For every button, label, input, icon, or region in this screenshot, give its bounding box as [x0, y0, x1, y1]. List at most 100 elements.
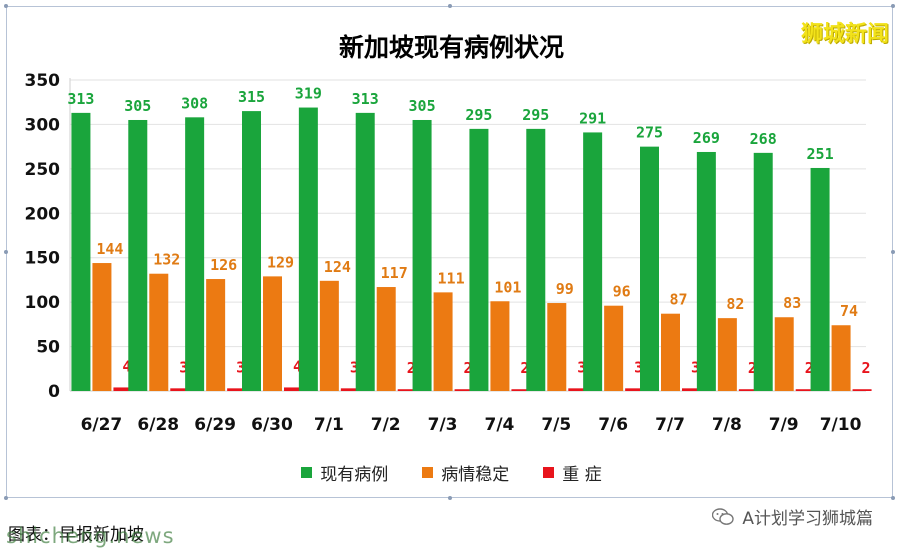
data-label: 295: [522, 106, 549, 124]
bar: [454, 389, 474, 391]
bar: [810, 167, 830, 391]
chart-title: 新加坡现有病例状况: [338, 33, 564, 62]
bar: [717, 318, 737, 391]
chart-legend: 现有病例 病情稳定 重 症: [0, 460, 903, 485]
data-label: 82: [726, 295, 744, 313]
data-label: 275: [636, 124, 663, 142]
data-label: 2: [862, 359, 871, 377]
data-label: 315: [238, 88, 265, 106]
brand-logo: 狮城新闻: [800, 22, 889, 47]
frame-handle[interactable]: [448, 4, 452, 8]
bar: [774, 317, 794, 391]
bar: [284, 387, 303, 391]
data-label: 313: [67, 90, 94, 108]
bar: [625, 388, 645, 391]
bar: [263, 276, 282, 391]
y-tick-label: 250: [25, 160, 61, 180]
bar: [526, 128, 546, 391]
bar: [412, 119, 432, 391]
frame-handle[interactable]: [891, 496, 895, 500]
data-label: 3: [179, 358, 188, 376]
bar: [661, 313, 680, 391]
data-label: 313: [352, 90, 379, 108]
bar: [128, 119, 148, 391]
bar: [170, 388, 190, 391]
data-label: 291: [579, 109, 606, 127]
account-watermark: A计划学习狮城篇: [712, 504, 873, 529]
data-label: 87: [669, 291, 687, 309]
data-label: 117: [381, 264, 408, 282]
y-tick-label: 0: [48, 382, 60, 402]
data-label: 132: [153, 251, 180, 269]
data-label: 305: [124, 97, 151, 115]
frame-handle[interactable]: [4, 496, 8, 500]
y-tick-label: 350: [25, 71, 61, 91]
data-label: 111: [438, 269, 465, 287]
bar: [852, 389, 872, 391]
legend-item-critical: 重 症: [543, 460, 602, 485]
chart-frame: [6, 6, 893, 498]
x-tick-label: 7/5: [541, 415, 571, 435]
data-label: 96: [613, 283, 631, 301]
frame-handle[interactable]: [4, 250, 8, 254]
y-tick-label: 50: [36, 338, 60, 358]
data-label: 295: [465, 106, 492, 124]
legend-item-stable: 病情稳定: [422, 460, 509, 485]
frame-handle[interactable]: [4, 4, 8, 8]
site-watermark: shicheng.news: [6, 524, 175, 548]
x-tick-label: 7/2: [371, 415, 401, 435]
data-label: 99: [556, 280, 574, 298]
bar: [696, 151, 716, 391]
watermark-text: A计划学习狮城篇: [742, 509, 873, 529]
x-tick-label: 7/8: [712, 415, 742, 435]
y-tick-label: 150: [25, 249, 61, 269]
data-label: 124: [324, 258, 351, 276]
bar: [355, 112, 375, 392]
bar: [640, 146, 659, 391]
data-label: 3: [236, 358, 245, 376]
data-label: 2: [464, 359, 473, 377]
data-label: 269: [693, 129, 720, 147]
x-tick-label: 7/6: [598, 415, 628, 435]
data-label: 251: [807, 145, 834, 163]
bar: [433, 292, 453, 391]
x-tick-label: 7/3: [428, 415, 458, 435]
data-label: 83: [783, 294, 801, 312]
data-label: 3: [577, 358, 586, 376]
bar: [795, 389, 815, 391]
bar: [568, 388, 588, 391]
y-tick-label: 200: [25, 204, 61, 224]
x-tick-label: 6/30: [251, 415, 293, 435]
bar: [490, 301, 510, 391]
data-label: 144: [96, 240, 123, 258]
x-tick-label: 7/4: [484, 415, 514, 435]
x-tick-label: 6/28: [137, 415, 179, 435]
frame-handle[interactable]: [448, 496, 452, 500]
bar: [227, 388, 247, 391]
legend-swatch: [422, 467, 434, 478]
bar: [682, 388, 701, 391]
y-tick-label: 100: [25, 293, 61, 313]
data-label: 101: [494, 278, 521, 296]
bar: [604, 305, 624, 391]
bar: [469, 128, 489, 391]
legend-swatch: [301, 467, 313, 478]
bar: [92, 263, 112, 391]
bar: [206, 279, 226, 391]
data-label: 3: [350, 358, 359, 376]
data-label: 2: [407, 359, 416, 377]
data-label: 74: [840, 302, 858, 320]
x-tick-label: 6/27: [81, 415, 123, 435]
bar: [149, 273, 169, 391]
data-label: 2: [748, 359, 757, 377]
data-label: 4: [293, 357, 302, 375]
y-tick-label: 300: [25, 115, 61, 135]
frame-handle[interactable]: [891, 4, 895, 8]
legend-label: 重 症: [562, 465, 602, 485]
bar: [376, 287, 396, 391]
data-label: 305: [409, 97, 436, 115]
bar: [71, 112, 91, 392]
frame-handle[interactable]: [891, 250, 895, 254]
legend-item-active: 现有病例: [301, 460, 388, 485]
